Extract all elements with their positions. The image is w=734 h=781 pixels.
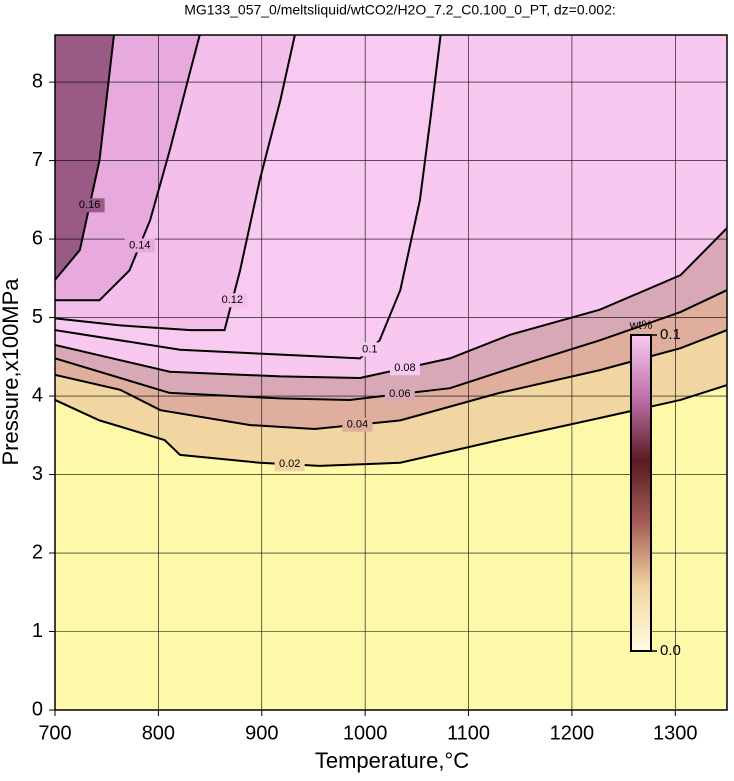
x-tick-label: 1200 [550,722,595,744]
contour-label: 0.04 [347,419,368,431]
contour-label: 0.16 [79,199,100,211]
contour-line [55,384,727,467]
contour-label-bg [384,387,415,402]
colorbar [630,334,652,652]
contour-fill [55,35,114,280]
contour-label: 0.12 [222,294,243,306]
y-tick-label: 7 [32,149,43,171]
contour-label-bg [389,361,420,376]
y-tick-label: 0 [32,698,43,720]
contour-label-bg [124,238,155,253]
contour-label-bg [74,198,105,213]
contour-label: 0.14 [129,239,150,251]
contour-label: 0.02 [279,458,300,470]
contour-label-bg [342,417,373,432]
y-axis-label: Pressure,x100MPa [0,278,23,466]
colorbar-label: wt% [629,318,653,332]
x-tick-label: 1300 [653,722,698,744]
overlay: 700 800 900 1000 1100 1200 1300012345678wt%0.0… [32,34,728,744]
x-tick-label: 1000 [343,722,388,744]
contour-label: 0.06 [389,388,410,400]
x-tick-label: 700 [38,722,71,744]
y-tick-label: 2 [32,541,43,563]
contour-line [55,289,727,401]
y-tick-label: 1 [32,620,43,642]
colorbar-tick-label: 0.0 [660,642,681,659]
x-axis-label: Temperature,°C [315,748,469,773]
plot-frame [54,34,728,711]
contour-line [55,227,727,379]
y-tick-label: 8 [32,70,43,92]
x-tick-label: 800 [142,722,175,744]
contour-line [55,35,201,302]
chart-title: MG133_057_0/meltsliquid/wtCO2/H2O_7.2_C0… [184,2,616,18]
contour-line [55,35,442,360]
plot-area: 0.02 0.04 0.06 0.08 0.1 0.12 0.14 0.16 [55,35,727,710]
x-tick-label: 900 [245,722,278,744]
contour-label-bg [274,457,305,472]
contour-label-bg [217,293,248,308]
contour-label: 0.08 [394,362,415,374]
contour-label: 0.1 [362,343,377,355]
y-tick-label: 4 [32,384,43,406]
contour-label-bg [354,342,385,357]
y-tick-label: 3 [32,463,43,485]
x-tick-label: 1100 [447,722,490,744]
y-tick-label: 5 [32,306,43,328]
colorbar-tick-label: 0.1 [660,326,681,343]
contour-line [55,35,115,281]
y-tick-label: 6 [32,227,43,249]
